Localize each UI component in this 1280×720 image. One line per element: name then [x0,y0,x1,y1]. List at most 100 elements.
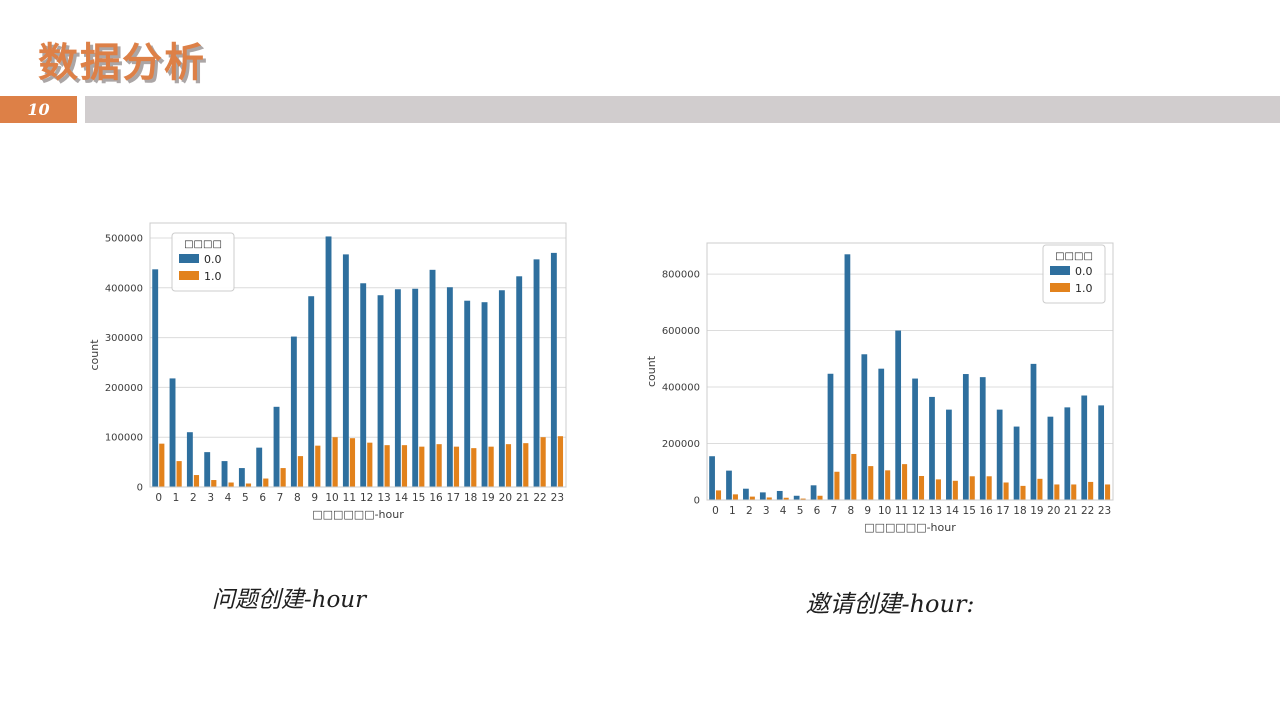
bar-h19-1.0 [488,446,494,487]
x-tick-label: 13 [929,505,942,517]
y-tick-label: 800000 [662,270,700,281]
x-tick-label: 6 [259,492,266,504]
bar-h16-0.0 [429,269,436,487]
x-tick-label: 2 [190,492,197,504]
bar-h3-0.0 [759,492,766,500]
bar-h21-0.0 [516,276,523,487]
caption-question-created: 问题创建-hour [211,587,367,613]
header-divider-bar [85,96,1280,123]
bar-h4-0.0 [776,490,783,500]
bar-h6-0.0 [810,485,817,500]
bar-h5-0.0 [793,495,800,500]
x-tick-label: 10 [878,505,891,517]
x-tick-label: 1 [173,492,180,504]
legend-title: □□□□ [1055,251,1093,262]
bar-h14-1.0 [401,445,408,487]
legend-swatch-0.0 [1050,266,1070,275]
bar-h17-0.0 [446,287,453,487]
x-tick-label: 23 [551,492,564,504]
x-tick-label: 18 [1013,505,1026,517]
x-axis-label: □□□□□□-hour [312,508,404,521]
bar-h2-1.0 [749,496,755,500]
x-tick-label: 15 [412,492,425,504]
bar-h18-0.0 [464,300,471,487]
x-tick-label: 20 [499,492,512,504]
bar-h12-0.0 [912,378,918,500]
bar-h21-0.0 [1064,407,1071,500]
bar-h6-1.0 [263,478,269,487]
bar-h5-1.0 [245,483,252,487]
x-tick-label: 8 [294,492,301,504]
x-tick-label: 11 [895,505,908,517]
x-tick-label: 0 [712,505,719,517]
x-tick-label: 4 [225,492,232,504]
bar-h1-1.0 [176,461,182,487]
y-tick-label: 0 [694,496,700,507]
y-axis-label: count [88,339,101,371]
bar-h20-0.0 [498,290,505,487]
y-tick-label: 100000 [105,433,143,444]
x-tick-label: 6 [814,505,821,517]
series-1.0 [715,453,1111,500]
bar-h18-1.0 [1020,485,1026,500]
x-tick-label: 18 [464,492,477,504]
legend: □□□□ 0.0 1.0 [171,232,235,292]
bar-h10-1.0 [885,470,891,500]
y-tick-label: 500000 [105,233,143,244]
bar-h15-0.0 [962,374,969,500]
bar-h16-1.0 [986,476,992,500]
bar-h1-0.0 [169,378,176,487]
bar-h6-0.0 [256,447,263,487]
bar-h18-1.0 [471,448,477,487]
bar-h15-1.0 [419,446,425,487]
y-axis-label: count [645,355,658,387]
x-tick-label: 9 [311,492,318,504]
x-tick-label: 22 [1081,505,1094,517]
bar-h2-0.0 [743,488,749,500]
series-0.0 [709,254,1105,500]
bar-h1-1.0 [732,494,738,500]
bar-h23-0.0 [1098,405,1105,500]
bar-h16-1.0 [436,444,442,487]
x-tick-label: 14 [395,492,409,504]
legend-swatch-0.0 [179,254,199,263]
y-tick-label: 400000 [105,283,143,294]
bar-h9-0.0 [861,354,868,500]
bar-h0-1.0 [715,490,722,500]
bar-h1-0.0 [726,470,732,500]
bar-h17-1.0 [453,446,460,487]
x-tick-label: 21 [516,492,529,504]
bar-h19-1.0 [1037,478,1043,500]
legend-entry-label: 1.0 [204,270,222,283]
legend: □□□□ 0.0 1.0 [1042,244,1106,304]
bar-h2-1.0 [193,475,200,487]
legend-entry-label: 0.0 [1075,265,1093,278]
bar-h19-0.0 [1030,363,1037,500]
x-tick-label: 1 [729,505,736,517]
bar-h3-0.0 [204,452,211,487]
bar-h21-1.0 [523,443,529,487]
x-tick-label: 22 [533,492,546,504]
bar-h10-1.0 [332,437,338,487]
y-tick-label: 200000 [105,383,143,394]
x-tick-label: 5 [797,505,804,517]
bar-h4-0.0 [221,461,228,487]
plot-border [149,222,567,488]
bar-h4-1.0 [228,482,234,487]
bar-h10-0.0 [325,236,332,487]
bar-h13-0.0 [377,295,384,487]
caption-invite-created: 邀请创建-hour: [805,590,975,618]
x-tick-label: 7 [277,492,284,504]
x-tick-label: 16 [979,505,993,517]
x-tick-label: 17 [996,505,1009,517]
legend-entry-label: 0.0 [204,253,222,266]
bar-h0-1.0 [159,443,165,487]
legend-swatch-1.0 [179,271,199,280]
bar-h2-0.0 [186,432,193,487]
bar-h17-0.0 [996,409,1003,500]
x-tick-label: 7 [831,505,838,517]
x-tick-label: 23 [1098,505,1111,517]
x-tick-label: 9 [864,505,871,517]
bar-h5-1.0 [800,498,806,500]
bar-h6-1.0 [817,495,823,500]
